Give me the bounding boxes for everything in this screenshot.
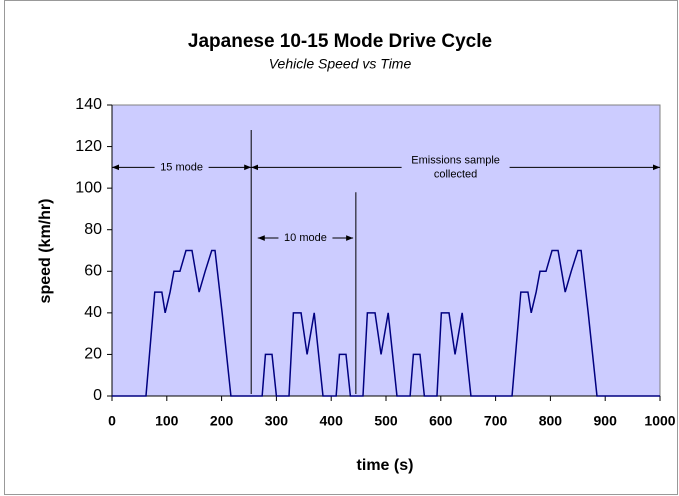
x-tick-label: 800 [539, 413, 563, 429]
x-tick-label: 900 [594, 413, 618, 429]
annotation-bg [401, 159, 510, 176]
x-tick-label: 400 [320, 413, 344, 429]
y-tick-label: 140 [75, 96, 102, 113]
y-tick-label: 40 [84, 304, 102, 321]
annotation-text: 10 mode [284, 232, 327, 244]
y-tick-label: 120 [75, 138, 102, 155]
annotation-text: 15 mode [160, 161, 203, 173]
x-tick-label: 600 [429, 413, 453, 429]
y-tick-label: 100 [75, 179, 102, 196]
plot-area [111, 104, 661, 397]
y-tick-label: 0 [93, 387, 102, 404]
chart-title: Japanese 10-15 Mode Drive Cycle [188, 31, 492, 52]
x-tick-label: 1000 [644, 413, 675, 429]
y-tick-label: 80 [84, 221, 102, 238]
y-tick-label: 60 [84, 263, 102, 280]
annotation-bg [278, 230, 333, 247]
annotation-text: Emissions sample [411, 154, 500, 166]
x-tick-label: 500 [374, 413, 398, 429]
x-tick-label: 100 [155, 413, 179, 429]
x-tick-label: 0 [108, 413, 116, 429]
x-tick-label: 200 [210, 413, 234, 429]
x-axis-label: time (s) [357, 457, 414, 474]
x-tick-label: 700 [484, 413, 508, 429]
y-tick-label: 20 [84, 346, 102, 363]
data-line [112, 249, 660, 397]
y-axis-label: speed (km/hr) [37, 199, 54, 304]
annotation-text: collected [434, 168, 477, 180]
chart-subtitle: Vehicle Speed vs Time [269, 56, 412, 72]
annotation-bg [154, 159, 209, 176]
x-tick-label: 300 [265, 413, 289, 429]
